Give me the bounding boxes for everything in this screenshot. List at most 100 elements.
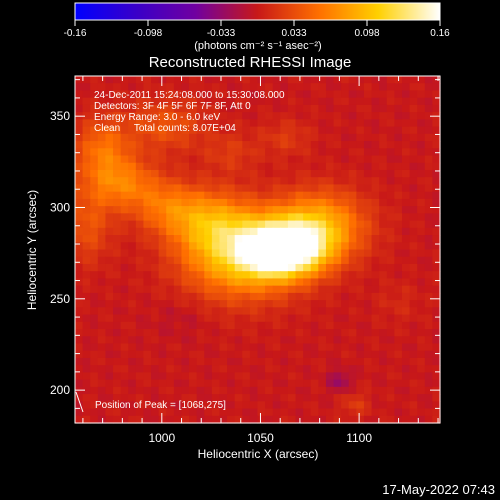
heatmap-cell	[265, 198, 274, 207]
heatmap-cell	[82, 104, 91, 113]
heatmap-cell	[128, 104, 137, 113]
heatmap-cell	[189, 256, 198, 265]
heatmap-cell	[280, 213, 289, 222]
heatmap-cell	[348, 206, 357, 214]
heatmap-cell	[113, 227, 122, 236]
heatmap-cell	[75, 271, 84, 280]
heatmap-cell	[356, 408, 365, 417]
heatmap-cell	[394, 401, 403, 410]
heatmap-cell	[356, 235, 365, 243]
heatmap-cell	[303, 408, 312, 417]
heatmap-cell	[227, 249, 236, 258]
heatmap-cell	[310, 206, 319, 214]
heatmap-cell	[295, 184, 304, 193]
heatmap-cell	[272, 90, 281, 99]
heatmap-cell	[318, 249, 327, 258]
heatmap-cell	[82, 206, 91, 214]
heatmap-cell	[295, 307, 304, 316]
heatmap-cell	[303, 271, 312, 280]
heatmap-cell	[310, 350, 319, 359]
heatmap-cell	[151, 321, 160, 330]
heatmap-cell	[105, 220, 114, 229]
heatmap-cell	[97, 162, 107, 171]
heatmap-cell	[356, 141, 365, 149]
heatmap-cell	[356, 401, 365, 410]
heatmap-cell	[135, 285, 145, 294]
heatmap-cell	[272, 314, 281, 323]
heatmap-cell	[227, 198, 236, 207]
heatmap-cell	[128, 76, 137, 84]
heatmap-cell	[379, 112, 388, 120]
heatmap-cell	[318, 141, 327, 149]
heatmap-cell	[379, 357, 388, 366]
heatmap-cell	[394, 235, 403, 243]
heatmap-cell	[295, 271, 304, 280]
heatmap-cell	[371, 191, 380, 200]
heatmap-cell	[97, 263, 107, 272]
heatmap-cell	[82, 184, 91, 193]
heatmap-cell	[249, 126, 259, 135]
heatmap-cell	[234, 133, 243, 142]
heatmap-cell	[82, 350, 91, 359]
heatmap-cell	[280, 83, 289, 92]
heatmap-cell	[135, 97, 145, 106]
heatmap-cell	[173, 394, 183, 402]
heatmap-cell	[242, 162, 251, 171]
heatmap-cell	[158, 119, 167, 128]
heatmap-cell	[90, 292, 99, 301]
heatmap-cell	[120, 256, 129, 265]
heatmap-cell	[75, 126, 84, 135]
heatmap-cell	[265, 206, 274, 214]
heatmap-cell	[227, 278, 236, 287]
heatmap-cell	[432, 242, 441, 251]
heatmap-cell	[333, 307, 342, 316]
heatmap-cell	[394, 83, 403, 92]
heatmap-cell	[196, 155, 205, 164]
heatmap-cell	[189, 415, 198, 424]
colorbar-tick-label: -0.098	[134, 28, 163, 39]
heatmap-cell	[303, 256, 312, 265]
heatmap-cell	[348, 415, 357, 424]
heatmap-cell	[120, 343, 129, 352]
heatmap-cell	[356, 285, 365, 294]
heatmap-cell	[196, 278, 205, 287]
heatmap-cell	[356, 350, 365, 359]
heatmap-cell	[249, 321, 259, 330]
heatmap-cell	[409, 249, 418, 258]
heatmap-cell	[417, 76, 426, 84]
heatmap-cell	[113, 104, 122, 113]
heatmap-cell	[105, 206, 114, 214]
heatmap-cell	[401, 343, 411, 352]
heatmap-cell	[128, 365, 137, 373]
heatmap-cell	[97, 285, 107, 294]
heatmap-cell	[219, 141, 228, 149]
heatmap-cell	[417, 372, 426, 381]
heatmap-cell	[295, 300, 304, 308]
heatmap-cell	[97, 97, 107, 106]
heatmap-cell	[356, 220, 365, 229]
heatmap-cell	[318, 336, 327, 345]
heatmap-cell	[128, 278, 137, 287]
heatmap-cell	[341, 191, 350, 200]
heatmap-cell	[75, 148, 84, 157]
heatmap-cell	[295, 126, 304, 135]
heatmap-cell	[234, 256, 243, 265]
heatmap-cell	[432, 220, 441, 229]
heatmap-cell	[82, 292, 91, 301]
heatmap-cell	[143, 343, 152, 352]
heatmap-cell	[135, 365, 145, 373]
heatmap-cell	[143, 401, 152, 410]
heatmap-cell	[90, 271, 99, 280]
heatmap-cell	[196, 379, 205, 388]
heatmap-cell	[196, 198, 205, 207]
heatmap-cell	[151, 213, 160, 222]
heatmap-cell	[394, 300, 403, 308]
heatmap-cell	[257, 256, 266, 265]
heatmap-cell	[135, 394, 145, 402]
heatmap-cell	[113, 155, 122, 164]
heatmap-cell	[113, 169, 122, 178]
heatmap-cell	[424, 119, 433, 128]
heatmap-cell	[424, 235, 433, 243]
heatmap-cell	[303, 177, 312, 186]
heatmap-cell	[371, 401, 380, 410]
